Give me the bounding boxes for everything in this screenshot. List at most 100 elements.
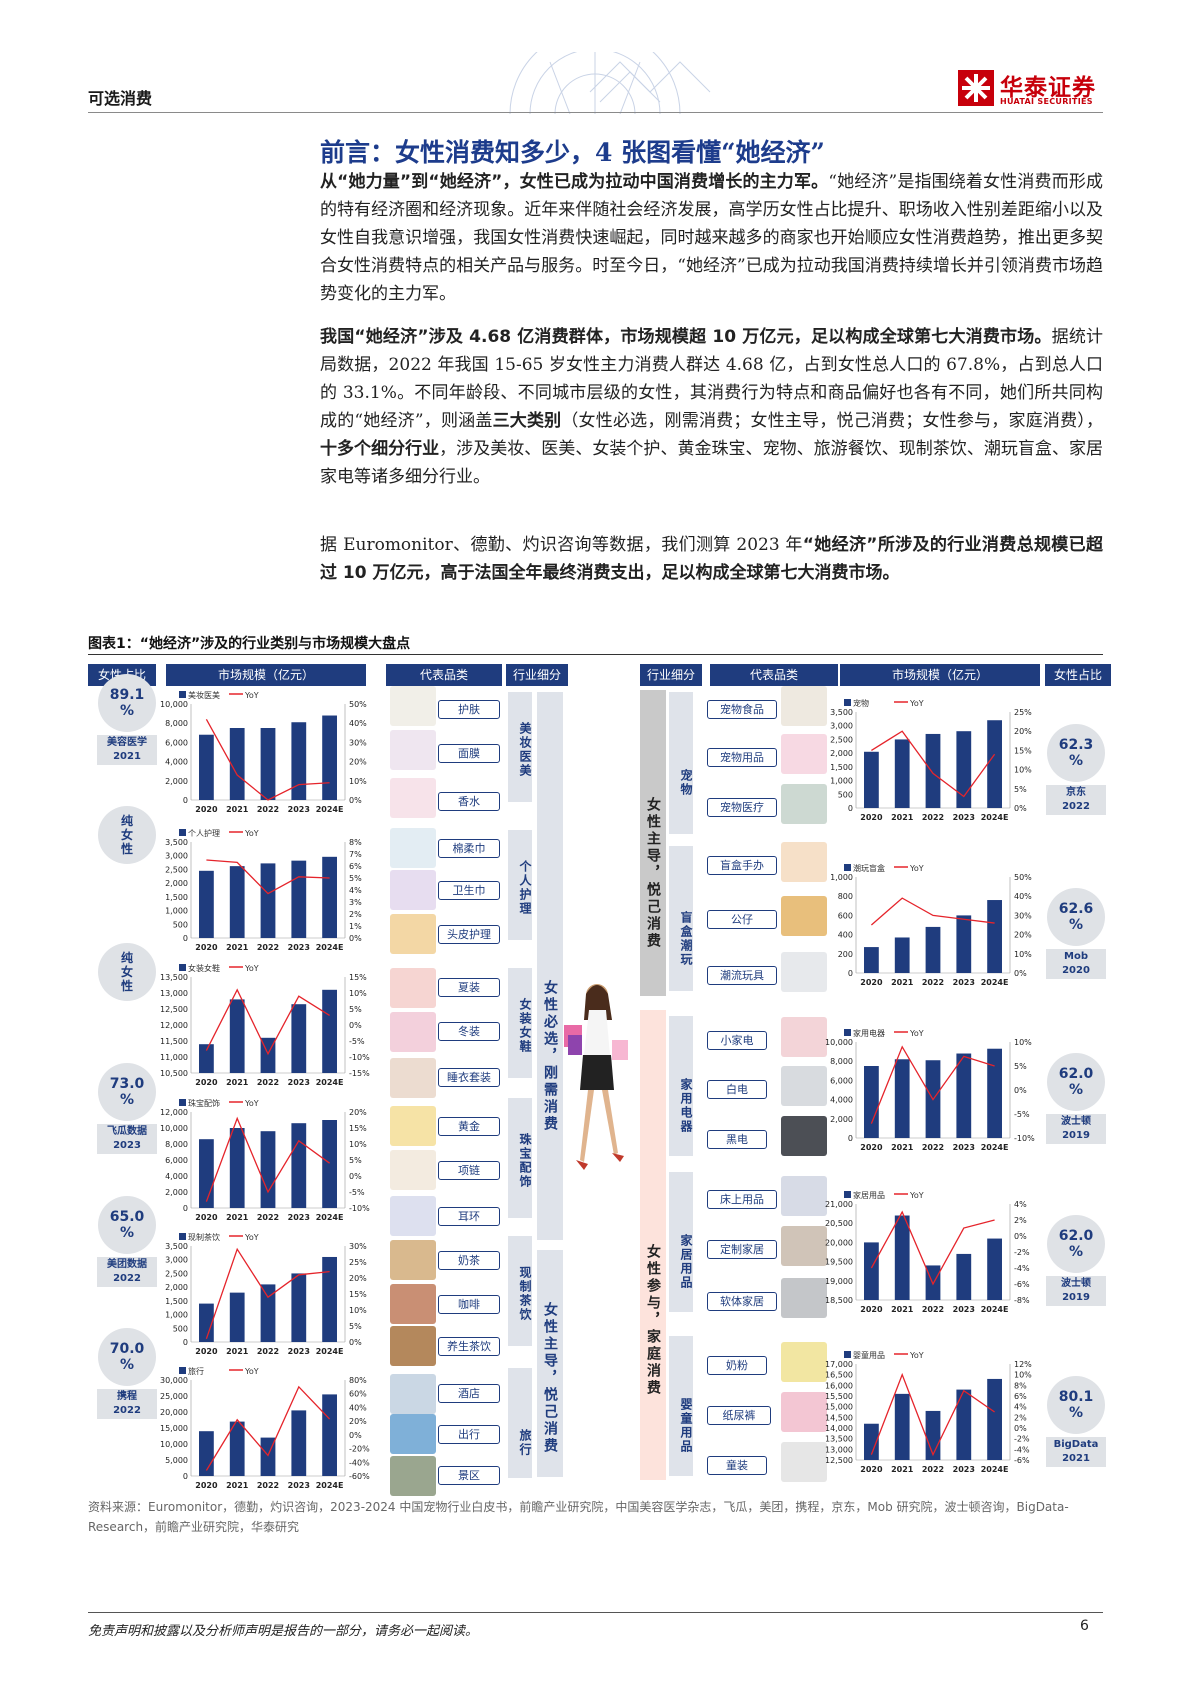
y-tick-label: 1,000 [830, 777, 853, 786]
category-right-1: 女性主导，悦己消费 [640, 690, 666, 996]
y-tick-label: 1,500 [165, 893, 188, 902]
y-tick-label: 17,000 [825, 1360, 853, 1369]
legend-label-yoy: YoY [244, 964, 259, 973]
bar [322, 715, 337, 800]
y-tick-label: 600 [838, 911, 853, 920]
product-thumb [390, 686, 436, 726]
y-tick-label: 500 [173, 920, 188, 929]
product-label: 面膜 [438, 744, 500, 763]
product-label: 小家电 [707, 1031, 767, 1050]
chart-svg: 婴童用品 YoY12,50013,00013,50014,00014,50015,… [825, 1350, 1032, 1474]
product-label: 夏装 [438, 978, 500, 997]
huatai-logo: 华泰证券 HUATAI SECURITIES [958, 68, 1103, 110]
product-label: 卫生巾 [438, 881, 500, 900]
bar [987, 900, 1002, 973]
p2-text3: ，涉及美妆、医美、女装个护、黄金珠宝、宠物、旅游餐饮、现制茶饮、潮玩盲盒、家居家… [320, 439, 1103, 487]
colhead-left-product: 代表品类 [386, 664, 502, 686]
bar [291, 1410, 307, 1476]
y-tick-label: 8,000 [165, 1140, 188, 1149]
p2-bold3: 十多个细分行业 [320, 439, 440, 459]
yoy-line [870, 897, 995, 926]
bar [864, 751, 879, 808]
y2-tick-label: -4% [1014, 1264, 1030, 1273]
bar [864, 1423, 879, 1460]
y2-tick-label: 2% [1014, 1216, 1027, 1225]
product-thumb [781, 1226, 827, 1266]
y2-tick-label: -4% [1014, 1445, 1030, 1454]
product-label: 酒店 [438, 1384, 500, 1403]
product-label: 奶粉 [707, 1356, 767, 1375]
y-tick-label: 2,000 [830, 749, 853, 758]
y-tick-label: 3,500 [830, 708, 853, 717]
bar [925, 1410, 941, 1460]
chart-baby: 婴童用品 YoY 12,500 13,000 13,500 14,000 14,500 15,… [820, 1348, 1045, 1488]
bar [956, 915, 972, 973]
legend-label-series: 家居用品 [853, 1190, 885, 1200]
x-tick-label: 2022 [257, 943, 279, 952]
share-source: 波士顿 2019 [1046, 1276, 1106, 1306]
y2-tick-label: 15% [349, 973, 367, 982]
bar [229, 866, 245, 938]
header-divider [88, 112, 1103, 113]
product-thumb [390, 1326, 436, 1366]
bar [229, 1128, 245, 1208]
y2-tick-label: 0% [1014, 969, 1027, 978]
y2-tick-label: 0% [1014, 1232, 1027, 1241]
y2-tick-label: 4% [1014, 1200, 1027, 1209]
legend-swatch-bar [844, 1351, 851, 1358]
y-tick-label: 0 [183, 934, 188, 943]
share-circle: 80.1 % [1047, 1376, 1105, 1434]
share-circle: 62.3 % [1047, 724, 1105, 782]
chart-apparel: 女装女鞋 YoY 10,500 11,000 11,500 12,000 12,500 13,… [155, 961, 380, 1101]
bar [956, 731, 972, 808]
y-tick-label: 19,500 [825, 1258, 853, 1267]
x-tick-label: 2024E [316, 943, 344, 952]
disclaimer: 免责声明和披露以及分析师声明是报告的一部分，请务必一起阅读。 [88, 1624, 479, 1639]
yoy-line [870, 1045, 995, 1124]
x-tick-label: 2021 [226, 1213, 249, 1222]
y-tick-label: 2,000 [165, 1188, 188, 1197]
share-circle: 70.0 % [98, 1328, 156, 1386]
x-tick-label: 2024E [316, 1213, 344, 1222]
y2-tick-label: 0% [1014, 1424, 1027, 1433]
y-tick-label: 14,500 [825, 1413, 853, 1422]
product-thumb [781, 1342, 827, 1382]
y-tick-label: 2,000 [165, 777, 188, 786]
x-tick-label: 2024E [981, 1143, 1009, 1152]
chart-toys: 潮玩盲盒 YoY 0 200 400 600 800 1,000 0% 10% 20% 30% 40% 5… [820, 861, 1045, 1001]
share-source: BigData 2021 [1046, 1437, 1106, 1467]
yoy-line [205, 988, 330, 1056]
bar [322, 989, 337, 1073]
product-label: 软体家居 [707, 1292, 777, 1311]
product-label: 咖啡 [438, 1295, 500, 1314]
logo-cn: 华泰证券 [1000, 75, 1096, 101]
legend-label-series: 宠物 [853, 698, 869, 708]
y-tick-label: 2,500 [165, 865, 188, 874]
y2-tick-label: 50% [349, 700, 367, 709]
globe-decoration [509, 52, 711, 114]
product-thumb [781, 952, 827, 992]
y-tick-label: 3,000 [830, 722, 853, 731]
x-tick-label: 2021 [891, 978, 914, 987]
y2-tick-label: 20% [349, 1108, 367, 1117]
colhead-right-share: 女性占比 [1045, 664, 1111, 686]
y-tick-label: 20,000 [160, 1408, 188, 1417]
x-tick-label: 2020 [195, 1347, 218, 1356]
x-tick-label: 2022 [257, 1078, 279, 1087]
x-tick-label: 2020 [195, 943, 218, 952]
chart-svg: 潮玩盲盒 YoY 0 200 400 600 800 1,000 0% 10% 20% 30% 40% 5… [830, 863, 1032, 987]
product-thumb [781, 1116, 827, 1156]
y2-tick-label: 5% [349, 1156, 362, 1165]
legend-label-series: 家用电器 [853, 1028, 885, 1038]
product-thumb [390, 1196, 436, 1236]
bar [987, 1238, 1002, 1300]
legend-label-series: 女装女鞋 [188, 963, 220, 973]
y-tick-label: 1,000 [165, 907, 188, 916]
bar [894, 739, 910, 808]
x-tick-label: 2023 [288, 1213, 310, 1222]
y-tick-label: 2,000 [165, 879, 188, 888]
bar [291, 1123, 307, 1208]
product-thumb [390, 1284, 436, 1324]
legend-label-yoy: YoY [909, 699, 924, 708]
y2-tick-label: 25% [1014, 708, 1032, 717]
